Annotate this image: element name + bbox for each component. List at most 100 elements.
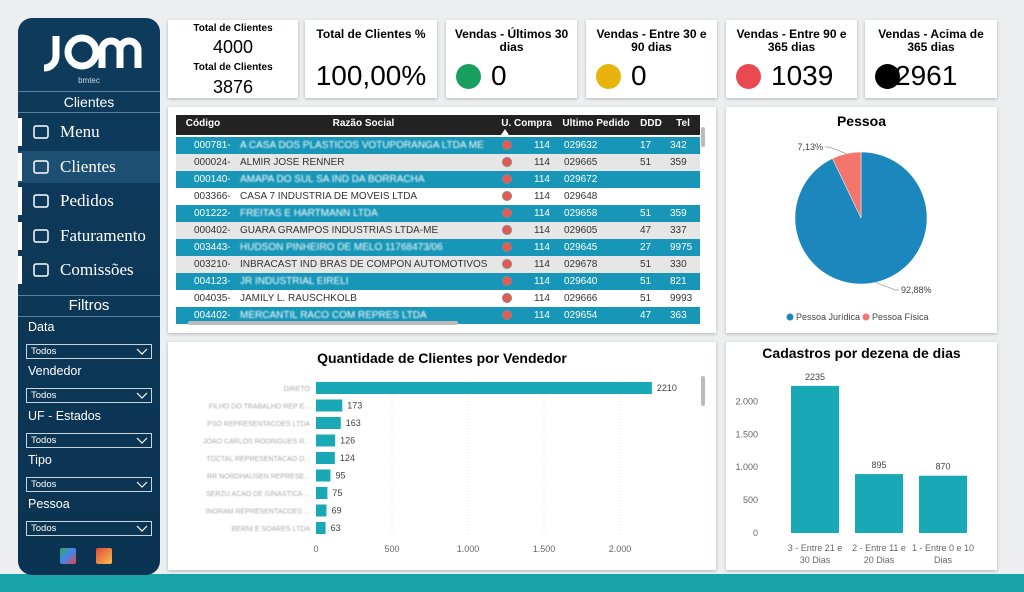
- chevron-line: [136, 437, 148, 444]
- filter-dropdown[interactable]: Todos: [26, 476, 152, 492]
- table-cell: 359: [670, 208, 687, 219]
- x-tick-label: 500: [384, 544, 399, 554]
- bar: [316, 434, 336, 447]
- y-tick-label: 1.500: [735, 429, 758, 439]
- kpi-value: 0: [491, 60, 507, 91]
- table-cell: 363: [670, 310, 687, 321]
- icon-map[interactable]: [60, 548, 76, 564]
- column-header[interactable]: Ultimo Pedido: [562, 118, 630, 129]
- icon-shape: [33, 159, 49, 174]
- kpi-value: 4000: [212, 37, 254, 57]
- status-dot: [502, 293, 512, 303]
- menu-item[interactable]: Clientes: [18, 150, 160, 183]
- menu-icon: [33, 159, 49, 174]
- chevron-line: [136, 348, 148, 355]
- menu-marker: [18, 152, 22, 181]
- column-header[interactable]: Código: [185, 118, 221, 129]
- menu-item[interactable]: Pedidos: [18, 185, 160, 217]
- table-row[interactable]: 000024-01 ALMIR JOSE RENNER 114 029665 51 359: [176, 154, 700, 171]
- table-cell: 004402-01: [194, 310, 230, 321]
- menu-item[interactable]: Menu: [18, 116, 160, 148]
- table-cell: 000024-01: [194, 157, 230, 168]
- scrollbar: [701, 376, 705, 406]
- y-tick-label: 500: [743, 495, 758, 505]
- kpi-dot: [875, 64, 900, 89]
- table-cell: 51: [640, 208, 652, 219]
- table-row[interactable]: 004035-01 JAMILY L. RAUSCHKOLB 114 029666 51…: [176, 290, 700, 307]
- filter-dropdown[interactable]: Todos: [26, 344, 152, 359]
- table-cell: JR INDUSTRIAL EIRELI: [240, 276, 349, 287]
- kpi-value: 100,00%: [315, 60, 427, 91]
- table-cell: 51: [640, 293, 652, 304]
- x-tick-label: 3 - Entre 21 e 30 Dias: [787, 543, 843, 565]
- table-cell: A CASA DOS PLASTICOS VOTUPORANGA LTDA ME: [240, 140, 484, 151]
- filter-label: Data: [28, 320, 55, 334]
- data-label: 124: [340, 453, 355, 463]
- legend-marker: [786, 313, 794, 321]
- menu-label: Faturamento: [60, 225, 146, 245]
- pie-slice: [832, 151, 862, 219]
- table-row[interactable]: 000140-01 AMAPA DO SUL SA IND DA BORRACHA…: [176, 171, 700, 188]
- kpi-subtitle: Total de Clientes: [193, 23, 273, 34]
- column-header[interactable]: Tel: [676, 118, 690, 129]
- table-cell: 029678: [564, 259, 598, 270]
- table-cell: AMAPA DO SUL SA IND DA BORRACHA: [240, 174, 425, 185]
- y-tick-label: SERZU ACAO DE GINASTICA ...: [206, 491, 310, 498]
- table-cell: 029632: [564, 140, 598, 151]
- table-row[interactable]: 003210-01 INBRACAST IND BRAS DE COMPON AU…: [176, 256, 700, 273]
- table-row[interactable]: 004123-01 JR INDUSTRIAL EIRELI 114 029640 51…: [176, 273, 700, 290]
- data-label: 2210: [657, 383, 677, 393]
- table-cell: 51: [640, 276, 652, 287]
- chevron: [136, 525, 148, 533]
- filter-dropdown[interactable]: Todos: [26, 432, 152, 448]
- kpi-title: Vendas - Entre 90 e 365 dias: [736, 27, 847, 54]
- table-row[interactable]: 003443-01 HUDSON PINHEIRO DE MELO 1176847…: [176, 239, 700, 256]
- column-header[interactable]: Razão Social: [332, 118, 395, 129]
- table-row[interactable]: 000781-01 A CASA DOS PLASTICOS VOTUPORANG…: [176, 137, 700, 154]
- table-cell: 27: [640, 242, 652, 253]
- leader-line: [875, 282, 899, 291]
- x-tick-label: 1 - Entre 0 e 10 Dias: [911, 543, 975, 565]
- kpi-dot: [596, 64, 621, 89]
- chevron-line: [136, 525, 148, 533]
- table-cell: 114: [534, 276, 550, 287]
- logo-text: bmtec: [78, 76, 100, 85]
- table-cell: 029605: [564, 225, 598, 236]
- legend-label: Pessoa Jurídica: [796, 312, 860, 322]
- x-tick-label: 2.000: [609, 544, 632, 554]
- x-tick-label: 1.000: [457, 544, 480, 554]
- table-cell: 004035-01: [194, 293, 230, 304]
- table-cell: 51: [640, 157, 652, 168]
- menu-item[interactable]: Comissões: [18, 254, 160, 286]
- column-header[interactable]: U. Compra: [501, 118, 552, 129]
- filter-dropdown[interactable]: Todos: [26, 388, 152, 404]
- kpi-title: Vendas - Acima de 365 dias: [878, 27, 984, 54]
- table-row[interactable]: 003366-01 CASA 7 INDUSTRIA DE MOVEIS LTDA…: [176, 188, 700, 205]
- column-header[interactable]: DDD: [640, 118, 662, 129]
- bar: [919, 475, 967, 533]
- filter-value: Todos: [31, 523, 57, 535]
- filter-dropdown[interactable]: Todos: [26, 521, 152, 537]
- bar: [855, 474, 903, 533]
- menu-label: Clientes: [60, 156, 116, 176]
- table-row[interactable]: 000402-01 GUARA GRAMPOS INDUSTRIAS LTDA-M…: [176, 222, 700, 239]
- table-cell: 821: [670, 276, 687, 287]
- menu-item[interactable]: Faturamento: [18, 220, 160, 252]
- status-dot: [502, 191, 512, 201]
- table-cell: 003366-01: [194, 191, 230, 202]
- table-cell: 47: [640, 225, 652, 236]
- chart-title: Pessoa: [836, 113, 887, 129]
- table-cell: 000402-01: [194, 225, 230, 236]
- table-cell: 114: [534, 225, 550, 236]
- status-dot: [502, 259, 512, 269]
- menu-icon: [33, 125, 49, 139]
- table-row[interactable]: 004402-01 MERCANTIL RACO COM REPRES LTDA 1…: [176, 307, 700, 324]
- table-cell: 004123-01: [194, 276, 230, 287]
- bar-chart: 0 500 1.000 1.500 2.000 DIRETO 2210 FILHO DO TR…: [203, 376, 705, 554]
- filter-value: Todos: [31, 478, 57, 490]
- status-dot: [502, 157, 512, 167]
- table-row[interactable]: 001222-01 FREITAS E HARTMANN LTDA 114 02965…: [176, 205, 700, 222]
- icon-report[interactable]: [96, 548, 112, 564]
